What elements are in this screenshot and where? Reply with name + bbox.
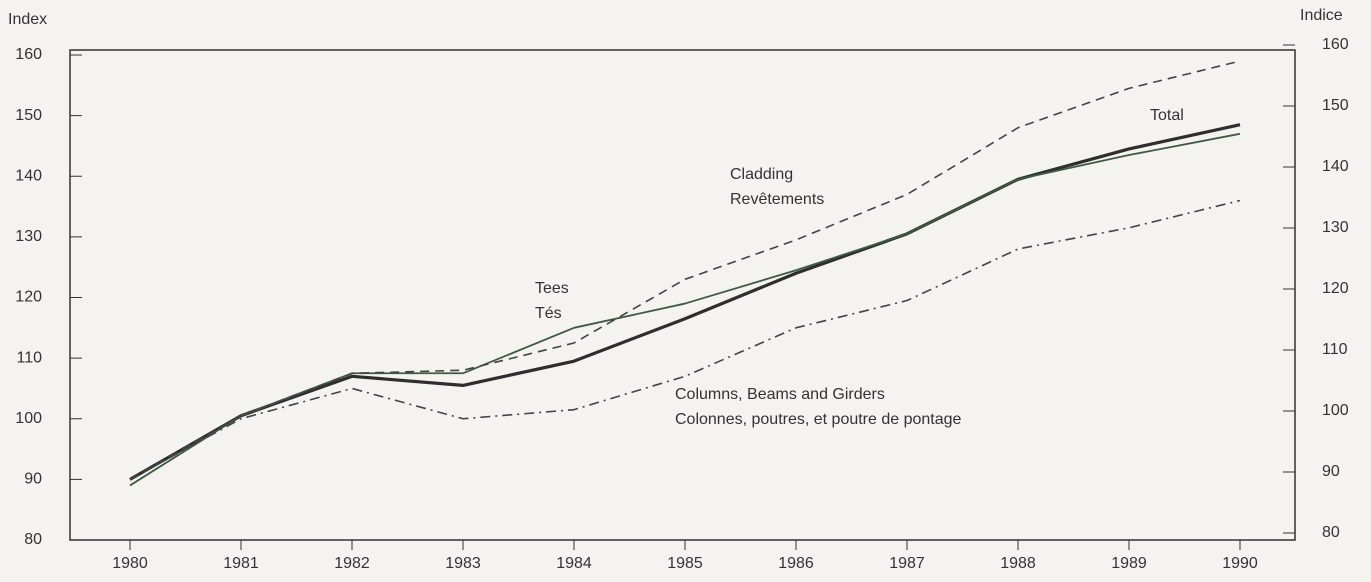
x-tick-label: 1984 — [556, 555, 592, 572]
series-label: Revêtements — [730, 191, 824, 208]
series-line — [129, 60, 1241, 481]
y-tick-label: 140 — [15, 167, 42, 184]
x-tick-label: 1990 — [1222, 555, 1258, 572]
x-tick-label: 1980 — [112, 555, 148, 572]
y-tick-label: 90 — [24, 471, 42, 488]
y-tick-label: 80 — [24, 531, 42, 548]
y2-axis-label: Indice — [1300, 7, 1343, 24]
y-tick-label: 150 — [15, 107, 42, 124]
y2-tick-label: 130 — [1322, 219, 1349, 236]
x-tick-label: 1986 — [778, 555, 814, 572]
x-tick-label: 1987 — [889, 555, 925, 572]
series-label: Colonnes, poutres, et poutre de pontage — [675, 411, 962, 428]
x-tick-label: 1983 — [445, 555, 481, 572]
series-label: Tees — [535, 280, 569, 297]
series-line — [129, 123, 1241, 481]
series-line — [129, 132, 1241, 487]
series-label: Total — [1150, 107, 1184, 124]
x-tick-label: 1988 — [1000, 555, 1036, 572]
series-label: Columns, Beams and Girders — [675, 386, 885, 403]
x-tick-label: 1981 — [223, 555, 259, 572]
y-tick-label: 160 — [15, 46, 42, 63]
y2-tick-label: 110 — [1322, 341, 1348, 358]
y2-tick-label: 150 — [1322, 97, 1349, 114]
series-label: Cladding — [730, 166, 793, 183]
y2-tick-label: 90 — [1322, 463, 1340, 480]
plot-frame — [69, 49, 1296, 541]
y2-tick-label: 80 — [1322, 524, 1340, 541]
x-tick-label: 1985 — [667, 555, 703, 572]
y2-tick-label: 160 — [1322, 36, 1349, 53]
y-tick-label: 110 — [16, 349, 42, 366]
series-line — [129, 199, 1241, 481]
series-label: Tés — [535, 305, 562, 322]
y2-tick-label: 100 — [1322, 402, 1349, 419]
y-axis-label: Index — [8, 11, 47, 28]
y2-tick-label: 120 — [1322, 280, 1349, 297]
x-tick-label: 1989 — [1111, 555, 1147, 572]
y-tick-label: 100 — [15, 410, 42, 427]
x-tick-label: 1982 — [334, 555, 370, 572]
y-tick-label: 120 — [15, 289, 42, 306]
y-tick-label: 130 — [15, 228, 42, 245]
y2-tick-label: 140 — [1322, 158, 1349, 175]
